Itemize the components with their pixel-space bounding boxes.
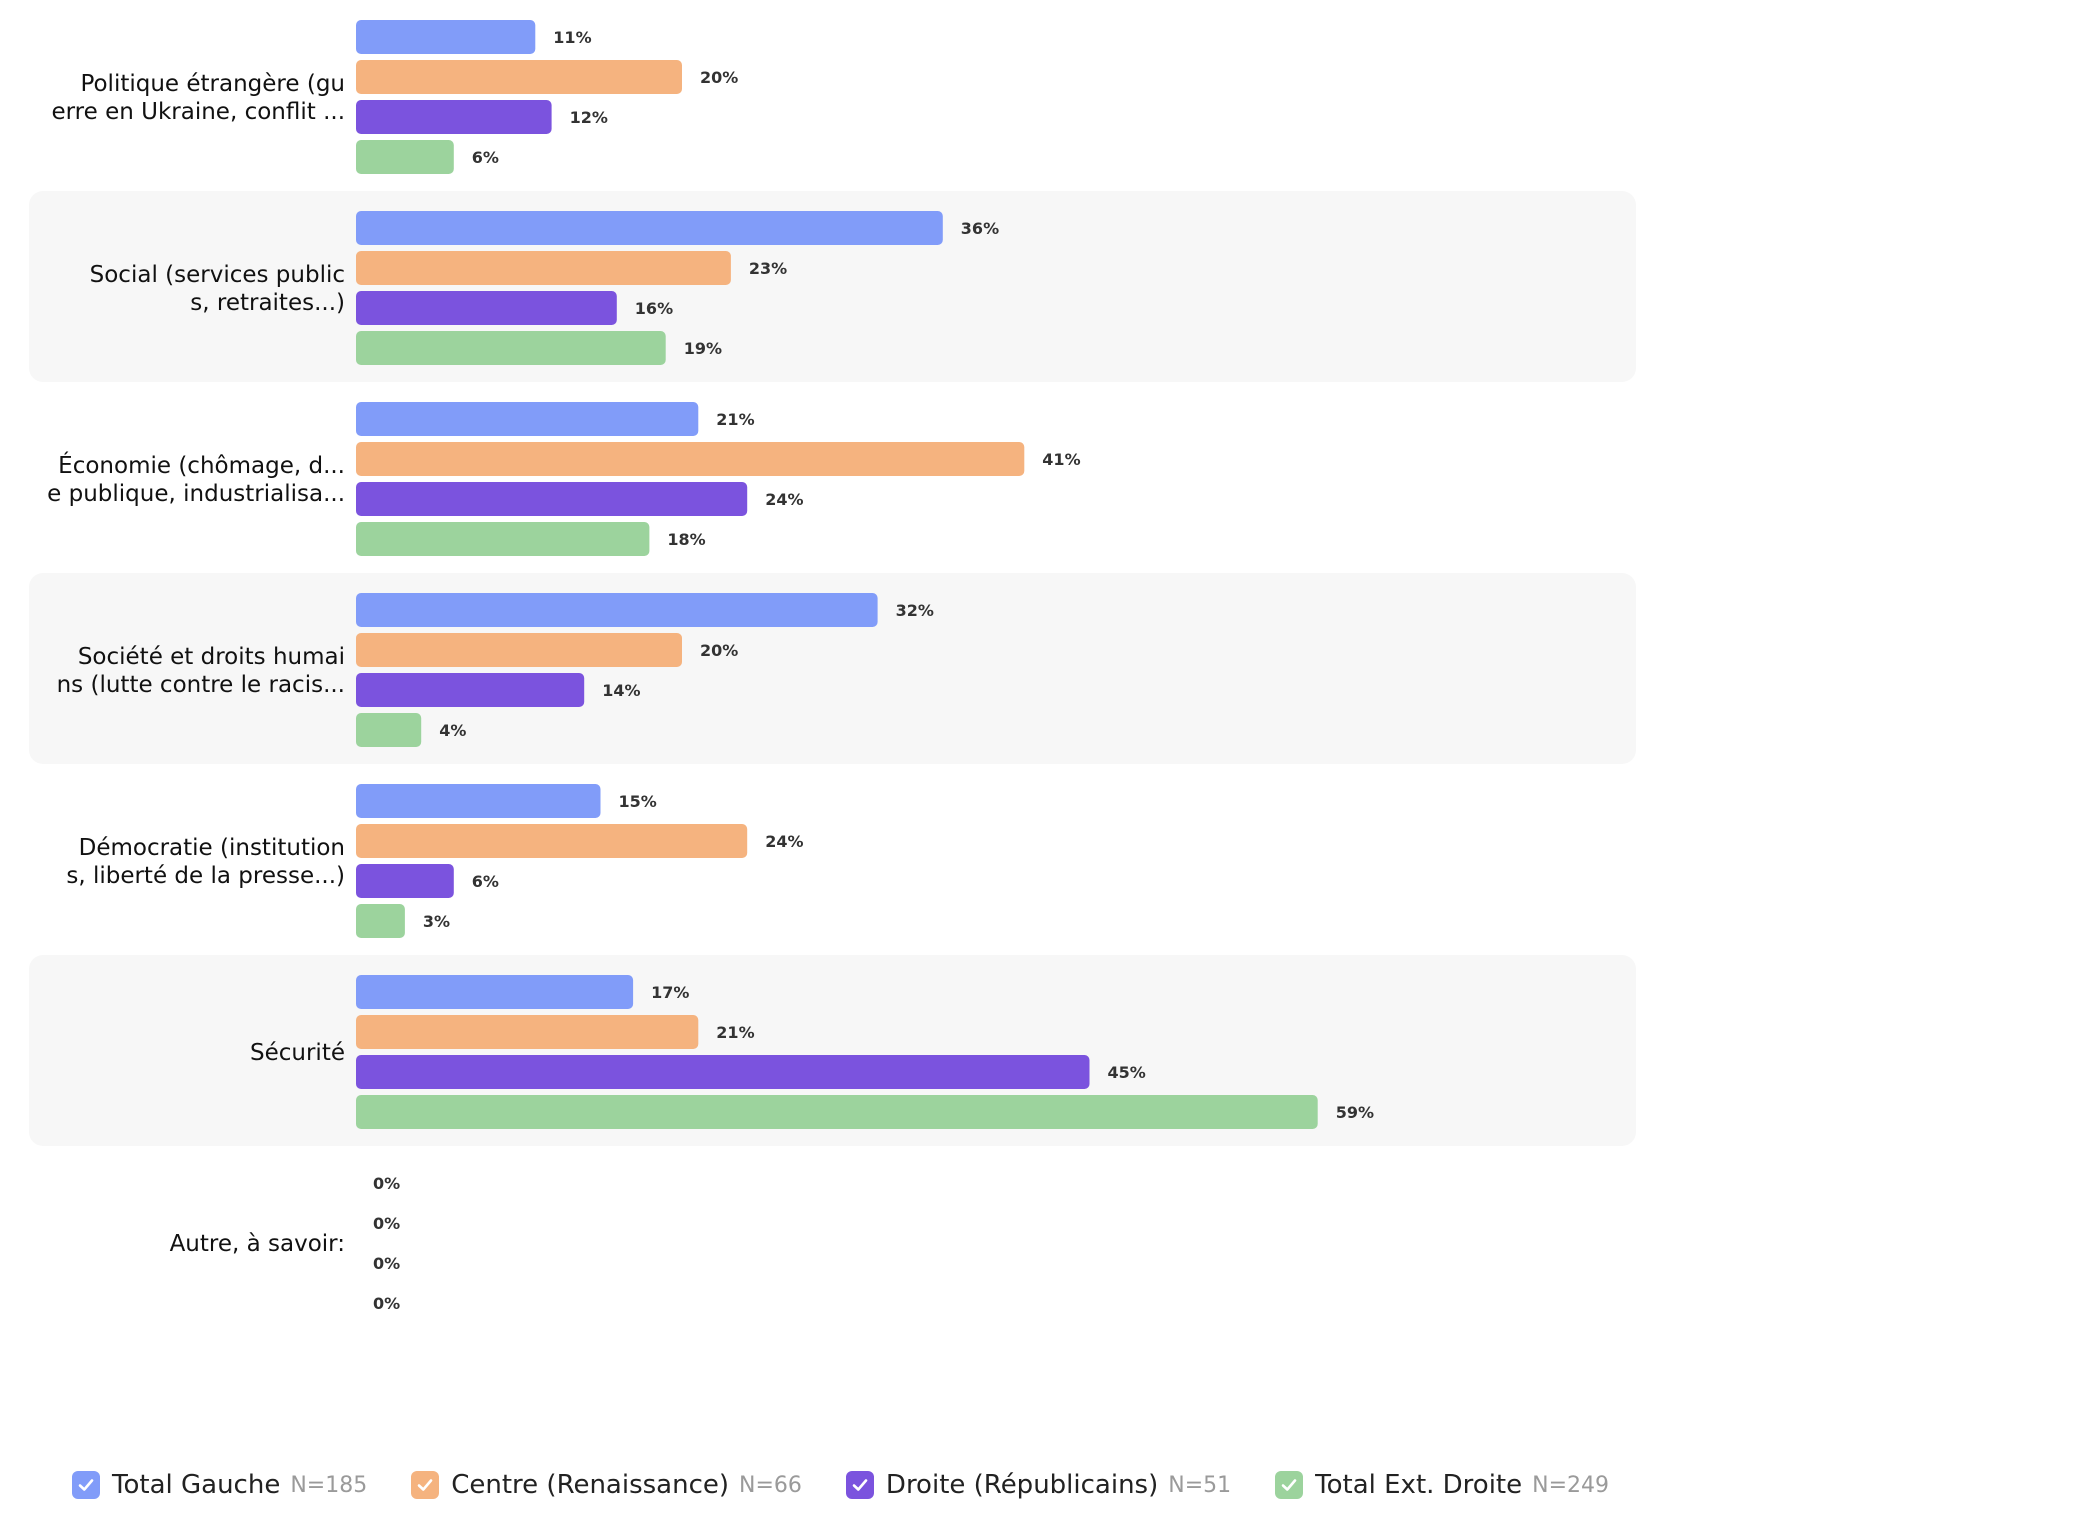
data-label: 16% xyxy=(635,299,673,318)
bar[interactable] xyxy=(356,522,650,556)
bar[interactable] xyxy=(356,673,585,707)
checkbox-checked-icon[interactable] xyxy=(72,1471,100,1499)
legend-item[interactable]: Total Gauche N=185 xyxy=(72,1470,367,1500)
data-label: 24% xyxy=(765,490,803,509)
data-label: 15% xyxy=(619,792,657,811)
data-label: 32% xyxy=(896,601,934,620)
bar[interactable] xyxy=(356,713,422,747)
data-label: 4% xyxy=(439,721,466,740)
legend-item[interactable]: Centre (Renaissance) N=66 xyxy=(411,1470,802,1500)
bar[interactable] xyxy=(356,60,682,94)
bar[interactable] xyxy=(356,864,454,898)
data-label: 21% xyxy=(716,1023,754,1042)
bar[interactable] xyxy=(356,291,617,325)
category-label-line1: Social (services public xyxy=(90,262,345,288)
bar[interactable] xyxy=(356,593,878,627)
category-label-line1: Démocratie (institution xyxy=(79,835,345,861)
bar[interactable] xyxy=(356,633,682,667)
legend-sample-size: N=185 xyxy=(290,1472,368,1498)
category-label-line2: s, liberté de la presse...) xyxy=(66,863,345,889)
checkbox-checked-icon[interactable] xyxy=(411,1471,440,1499)
bar[interactable] xyxy=(356,251,731,285)
category-label-line1: Politique étrangère (gu xyxy=(80,71,345,97)
data-label: 20% xyxy=(700,68,738,87)
data-label: 3% xyxy=(423,912,450,931)
data-label: 6% xyxy=(472,872,499,891)
bar[interactable] xyxy=(356,442,1025,476)
legend-item[interactable]: Total Ext. Droite N=249 xyxy=(1275,1470,1609,1500)
data-label: 14% xyxy=(602,681,640,700)
data-label: 41% xyxy=(1042,450,1080,469)
legend-series-name: Total Ext. Droite xyxy=(1315,1470,1523,1500)
category-label: Autre, à savoir: xyxy=(170,1231,345,1257)
data-label: 17% xyxy=(651,983,689,1002)
legend-item[interactable]: Droite (Républicains) N=51 xyxy=(845,1470,1232,1500)
category-label-line2: e publique, industrialisa... xyxy=(47,481,345,507)
category-label-line2: erre en Ukraine, conflit ... xyxy=(51,99,345,125)
data-label: 36% xyxy=(961,219,999,238)
legend: Total Gauche N=185 Centre (Renaissance) N=6… xyxy=(72,1470,1653,1500)
data-label: 59% xyxy=(1336,1103,1374,1122)
bar[interactable] xyxy=(356,140,454,174)
legend-series-name: Total Gauche xyxy=(112,1470,281,1500)
category-label-line1: Économie (chômage, d... xyxy=(58,451,345,479)
data-label: 18% xyxy=(667,530,705,549)
legend-series-name: Droite (Républicains) xyxy=(885,1470,1159,1500)
data-label: 24% xyxy=(765,832,803,851)
checkbox-checked-icon[interactable] xyxy=(1275,1471,1304,1499)
data-label: 0% xyxy=(373,1294,400,1313)
category-label-line2: ns (lutte contre le racis... xyxy=(57,672,345,698)
bar[interactable] xyxy=(356,211,943,245)
data-label: 11% xyxy=(553,28,591,47)
bar[interactable] xyxy=(356,482,748,516)
bar[interactable] xyxy=(356,784,601,818)
data-label: 45% xyxy=(1108,1063,1146,1082)
data-label: 23% xyxy=(749,259,787,278)
data-label: 20% xyxy=(700,641,738,660)
data-label: 0% xyxy=(373,1214,400,1233)
category-label-line1: Société et droits humai xyxy=(78,644,345,670)
bar[interactable] xyxy=(356,100,552,134)
bar[interactable] xyxy=(356,1055,1090,1089)
data-label: 6% xyxy=(472,148,499,167)
bar[interactable] xyxy=(356,904,405,938)
bar[interactable] xyxy=(356,1015,699,1049)
legend-sample-size: N=66 xyxy=(739,1472,802,1498)
data-label: 0% xyxy=(373,1174,400,1193)
bar[interactable] xyxy=(356,824,748,858)
data-label: 21% xyxy=(716,410,754,429)
category-label-line2: s, retraites...) xyxy=(190,290,345,316)
data-label: 12% xyxy=(570,108,608,127)
data-label: 19% xyxy=(684,339,722,358)
legend-series-name: Centre (Renaissance) xyxy=(451,1470,730,1500)
data-label: 0% xyxy=(373,1254,400,1273)
category-label: Sécurité xyxy=(250,1040,345,1066)
bar[interactable] xyxy=(356,402,699,436)
legend-sample-size: N=51 xyxy=(1168,1472,1232,1498)
legend-sample-size: N=249 xyxy=(1532,1472,1610,1498)
bar[interactable] xyxy=(356,1095,1318,1129)
bar[interactable] xyxy=(356,331,666,365)
bar[interactable] xyxy=(356,20,536,54)
checkbox-checked-icon[interactable] xyxy=(845,1471,874,1499)
bar[interactable] xyxy=(356,975,634,1009)
